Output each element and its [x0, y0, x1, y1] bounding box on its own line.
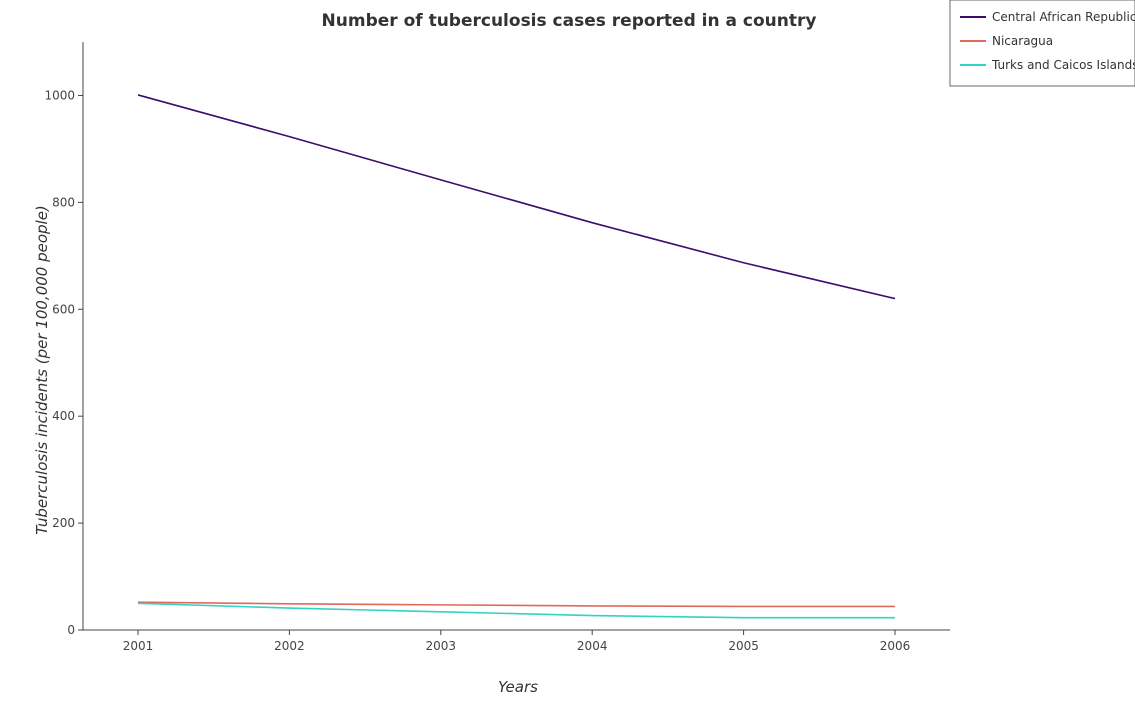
y-tick-label: 400: [52, 409, 75, 423]
x-tick-label: 2004: [577, 639, 608, 653]
legend-label: Nicaragua: [992, 34, 1053, 48]
legend-label: Central African Republic: [992, 10, 1135, 24]
x-axis-label: Years: [498, 678, 538, 696]
legend: Central African Republic Nicaragua Turks a…: [949, 0, 1135, 87]
legend-box: [949, 0, 1135, 87]
x-tick-label: 2001: [123, 639, 154, 653]
series-line-0: [137, 94, 896, 300]
axes: 0 200 400 600 800 1000 2001 2002 2003 2004 2005 200…: [44, 42, 950, 653]
series-line-1: [137, 601, 895, 608]
series-layer: [137, 94, 896, 619]
x-tick-label: 2003: [426, 639, 457, 653]
y-tick-label: 600: [52, 302, 75, 316]
y-tick-label: 1000: [44, 88, 75, 102]
y-tick-label: 800: [52, 195, 75, 209]
y-axis-label: Tuberculosis incidents (per 100,000 peop…: [33, 205, 51, 535]
series-line-2: [137, 602, 895, 619]
y-tick-label: 0: [67, 623, 75, 637]
x-tick-label: 2002: [274, 639, 305, 653]
legend-label: Turks and Caicos Islands: [991, 58, 1135, 72]
y-tick-label: 200: [52, 516, 75, 530]
x-tick-label: 2006: [880, 639, 911, 653]
x-tick-label: 2005: [728, 639, 759, 653]
chart-title: Number of tuberculosis cases reported in…: [322, 11, 817, 31]
